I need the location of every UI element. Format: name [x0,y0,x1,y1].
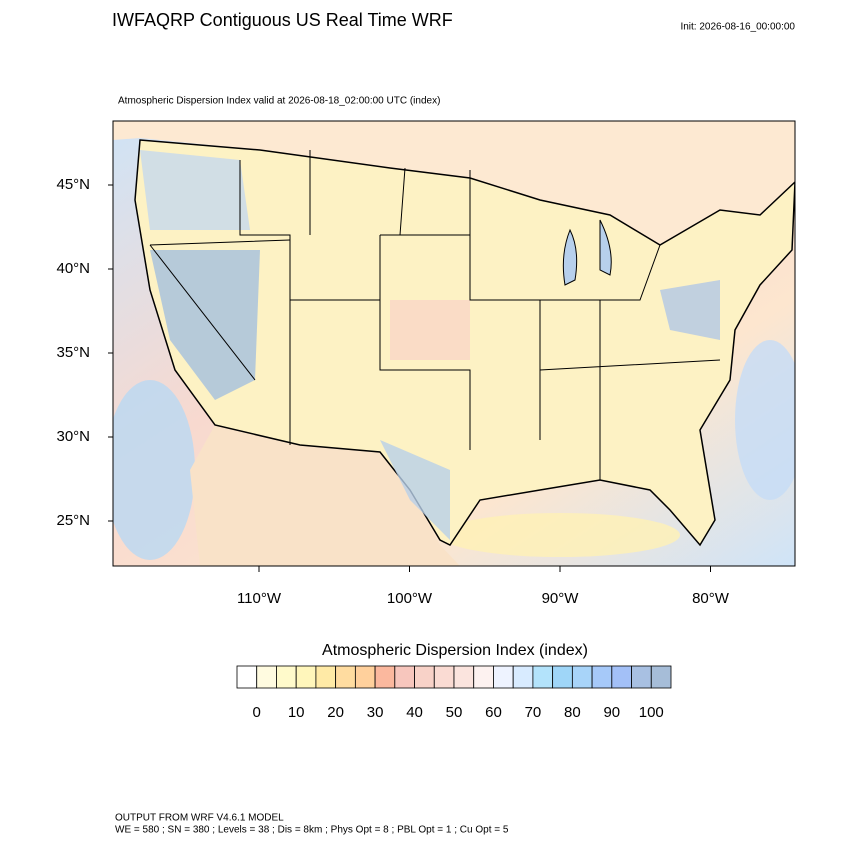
colorbar-box [591,665,613,689]
footer-line: WE = 580 ; SN = 380 ; Levels = 38 ; Dis … [115,825,509,836]
colorbar-label: 10 [288,704,305,721]
colorbar-box [276,665,297,689]
great-lakes [562,219,612,286]
lon-label: 100°W [387,590,433,607]
field-patch [113,380,195,560]
colorbar-label: 20 [327,704,344,721]
map-field [113,121,795,566]
colorbar-box [631,665,652,689]
subtitle: Atmospheric Dispersion Index valid at 20… [118,96,440,107]
colorbar-label: 90 [603,704,620,721]
field-patch [660,280,720,340]
colorbar-label: 80 [564,704,581,721]
colorbar-box [532,665,554,689]
colorbar-box [414,665,435,689]
colorbar-box [611,665,632,689]
colorbar-box [571,665,593,689]
lat-label: 25°N [56,512,90,529]
colorbar-box [295,665,317,689]
colorbar-box [315,665,337,689]
lat-label: 40°N [56,260,90,277]
colorbar-box [493,665,514,689]
colorbar-label: 100 [639,704,664,721]
init-time: Init: 2026-08-16_00:00:00 [680,22,795,33]
colorbar: 0 10 20 30 40 50 60 70 80 90 100 [236,665,672,721]
mexico [190,425,460,566]
field-patch [440,513,680,557]
colorbar-box [453,665,475,689]
colorbar-box [335,665,356,689]
colorbar-box [374,665,396,689]
title: IWFAQRP Contiguous US Real Time WRF [112,10,453,30]
field-patch [140,150,250,230]
lon-label: 90°W [542,590,580,607]
map-axes: 45°N 40°N 35°N 30°N 25°N 110°W 100°W 90°W 80°W [56,176,729,607]
lon-label: 80°W [692,590,730,607]
colorbar-label: 30 [367,704,384,721]
colorbar-box [650,665,672,689]
field-patch [390,300,470,360]
map-frame [112,120,796,567]
colorbar-box [433,665,455,689]
lat-label: 45°N [56,176,90,193]
colorbar-label: 60 [485,704,502,721]
colorbar-label: 50 [446,704,463,721]
field-patch [380,440,450,540]
colorbar-box [354,665,376,689]
field-patch [735,340,795,500]
colorbar-box [552,665,573,689]
lon-label: 110°W [237,590,282,607]
footer-line: OUTPUT FROM WRF V4.6.1 MODEL [115,813,284,824]
colorbar-box [394,665,415,689]
canada [113,121,795,245]
field-patch [150,250,260,400]
lat-label: 35°N [56,344,90,361]
colorbar-box [512,665,534,689]
state-lines [149,150,721,480]
colorbar-box [473,665,494,689]
colorbar-box [236,665,258,689]
colorbar-title: Atmospheric Dispersion Index (index) [322,642,588,659]
colorbar-label: 70 [525,704,542,721]
lat-label: 30°N [56,428,90,445]
colorbar-label: 40 [406,704,423,721]
colorbar-box [256,665,277,689]
colorbar-label: 0 [253,704,261,721]
